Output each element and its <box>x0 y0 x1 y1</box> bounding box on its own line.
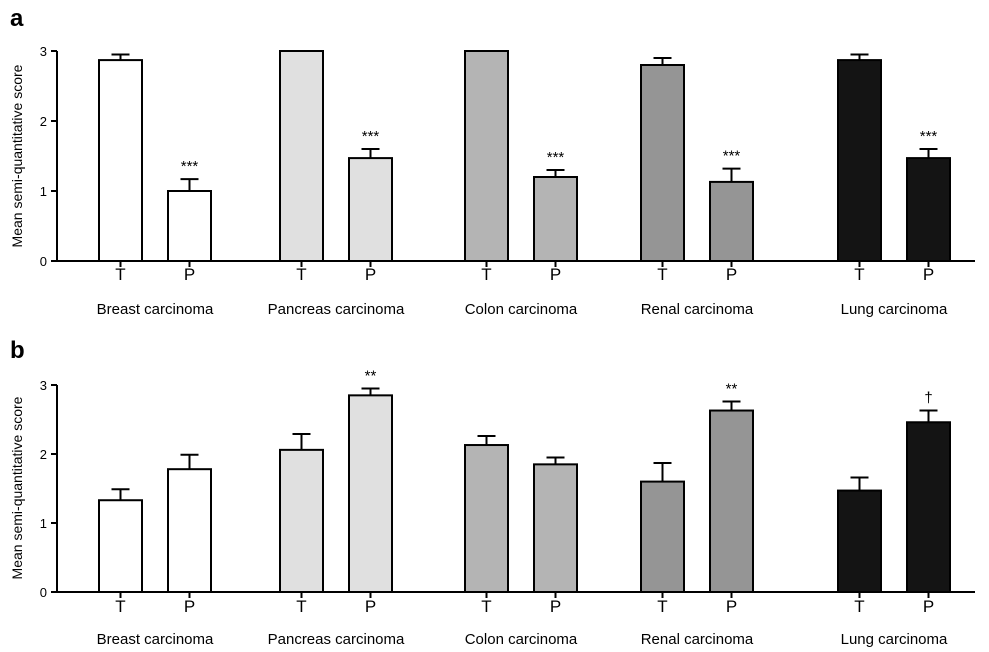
significance-label: † <box>924 390 932 407</box>
x-tick-label: T <box>115 597 125 616</box>
x-tick-label: T <box>657 265 667 284</box>
x-tick-label: T <box>481 265 491 284</box>
bar <box>279 448 324 593</box>
significance-label: ** <box>365 367 377 384</box>
y-tick-label: 3 <box>40 378 47 393</box>
group-label: Pancreas carcinoma <box>268 631 405 648</box>
y-tick-label: 1 <box>40 184 47 199</box>
y-tick-label: 2 <box>40 447 47 462</box>
x-tick-label: T <box>481 597 491 616</box>
group-label: Renal carcinoma <box>641 631 754 648</box>
bar <box>709 409 754 593</box>
bar <box>464 50 509 262</box>
bar <box>464 444 509 593</box>
y-tick-label: 0 <box>40 254 47 269</box>
bar <box>906 157 951 263</box>
x-tick-label: P <box>923 265 934 284</box>
x-tick-label: P <box>550 265 561 284</box>
panel-label-a: a <box>10 5 24 32</box>
x-tick-label: T <box>854 597 864 616</box>
bar <box>348 394 393 593</box>
x-tick-label: P <box>726 265 737 284</box>
significance-label: *** <box>547 149 565 166</box>
x-tick-label: T <box>115 265 125 284</box>
group-label: Colon carcinoma <box>465 301 578 318</box>
significance-label: *** <box>362 128 380 145</box>
x-tick-label: T <box>854 265 864 284</box>
x-tick-label: T <box>296 597 306 616</box>
y-tick-label: 2 <box>40 114 47 129</box>
bar <box>640 64 685 262</box>
chart-panel-b: Mean semi-quantitative score 0 1 2 3 T P Breast… <box>9 367 975 648</box>
group-label: Renal carcinoma <box>641 301 754 318</box>
bar <box>279 50 324 262</box>
bar <box>906 421 951 594</box>
y-tick-label: 3 <box>40 44 47 59</box>
bar <box>533 463 578 594</box>
bar <box>98 499 143 594</box>
significance-label: *** <box>181 158 199 175</box>
significance-label: *** <box>723 148 741 165</box>
bar <box>167 468 212 593</box>
y-tick-label: 0 <box>40 585 47 600</box>
x-tick-label: P <box>550 597 561 616</box>
bar <box>837 59 882 262</box>
bar <box>98 59 143 262</box>
bar <box>533 176 578 262</box>
group-label: Lung carcinoma <box>841 631 948 648</box>
bar <box>837 489 882 594</box>
significance-label: *** <box>920 128 938 145</box>
y-axis-label: Mean semi-quantitative score <box>9 396 25 579</box>
bar <box>167 190 212 262</box>
group-label: Pancreas carcinoma <box>268 301 405 318</box>
y-axis-label: Mean semi-quantitative score <box>9 64 25 247</box>
x-tick-label: T <box>657 597 667 616</box>
x-tick-label: P <box>365 265 376 284</box>
group-label: Breast carcinoma <box>97 301 214 318</box>
x-tick-label: P <box>923 597 934 616</box>
group-label: Colon carcinoma <box>465 631 578 648</box>
bar <box>348 157 393 263</box>
x-tick-label: P <box>726 597 737 616</box>
significance-label: ** <box>726 381 738 398</box>
x-tick-label: T <box>296 265 306 284</box>
x-tick-label: P <box>365 597 376 616</box>
y-tick-label: 1 <box>40 516 47 531</box>
bar <box>709 180 754 262</box>
panel-label-b: b <box>10 337 25 364</box>
bar <box>640 480 685 594</box>
group-label: Breast carcinoma <box>97 631 214 648</box>
x-tick-label: P <box>184 597 195 616</box>
x-tick-label: P <box>184 265 195 284</box>
chart-panel-a: Mean semi-quantitative score 0 1 2 3 T P *** Bre… <box>9 44 975 318</box>
group-label: Lung carcinoma <box>841 301 948 318</box>
